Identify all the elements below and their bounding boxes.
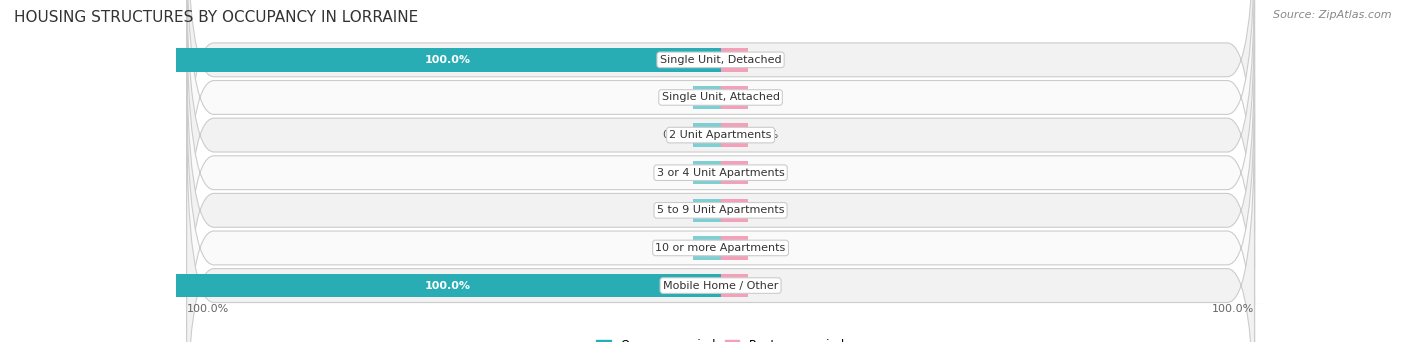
Text: 0.0%: 0.0% (662, 205, 690, 215)
Text: 2 Unit Apartments: 2 Unit Apartments (669, 130, 772, 140)
Text: Source: ZipAtlas.com: Source: ZipAtlas.com (1274, 10, 1392, 20)
Bar (693, 236, 721, 260)
Text: 0.0%: 0.0% (751, 280, 779, 291)
Text: 0.0%: 0.0% (751, 92, 779, 103)
Bar (693, 86, 721, 109)
Text: 100.0%: 100.0% (425, 280, 471, 291)
Text: 0.0%: 0.0% (662, 92, 690, 103)
Legend: Owner-occupied, Renter-occupied: Owner-occupied, Renter-occupied (592, 334, 849, 342)
Text: Single Unit, Attached: Single Unit, Attached (662, 92, 779, 103)
Text: 0.0%: 0.0% (751, 55, 779, 65)
Text: HOUSING STRUCTURES BY OCCUPANCY IN LORRAINE: HOUSING STRUCTURES BY OCCUPANCY IN LORRA… (14, 10, 419, 25)
Text: 0.0%: 0.0% (751, 243, 779, 253)
Text: 0.0%: 0.0% (751, 205, 779, 215)
Bar (721, 274, 748, 297)
Text: 100.0%: 100.0% (1212, 304, 1254, 314)
Text: 3 or 4 Unit Apartments: 3 or 4 Unit Apartments (657, 168, 785, 178)
Bar (721, 236, 748, 260)
Bar (721, 86, 748, 109)
Text: 10 or more Apartments: 10 or more Apartments (655, 243, 786, 253)
Bar (176, 48, 721, 71)
Text: 0.0%: 0.0% (751, 168, 779, 178)
FancyBboxPatch shape (187, 114, 1254, 342)
Text: 0.0%: 0.0% (662, 243, 690, 253)
Bar (721, 123, 748, 147)
FancyBboxPatch shape (187, 0, 1254, 269)
Text: 0.0%: 0.0% (662, 168, 690, 178)
FancyBboxPatch shape (187, 0, 1254, 306)
Text: 5 to 9 Unit Apartments: 5 to 9 Unit Apartments (657, 205, 785, 215)
FancyBboxPatch shape (187, 39, 1254, 342)
Text: 0.0%: 0.0% (751, 130, 779, 140)
Text: Mobile Home / Other: Mobile Home / Other (662, 280, 779, 291)
Bar (693, 199, 721, 222)
Bar (721, 161, 748, 184)
FancyBboxPatch shape (187, 77, 1254, 342)
Text: 100.0%: 100.0% (187, 304, 229, 314)
FancyBboxPatch shape (187, 2, 1254, 342)
Text: Single Unit, Detached: Single Unit, Detached (659, 55, 782, 65)
Text: 0.0%: 0.0% (662, 130, 690, 140)
Bar (176, 274, 721, 297)
Bar (721, 199, 748, 222)
Text: 100.0%: 100.0% (425, 55, 471, 65)
Bar (721, 48, 748, 71)
FancyBboxPatch shape (187, 0, 1254, 231)
Bar (693, 161, 721, 184)
Bar (693, 123, 721, 147)
